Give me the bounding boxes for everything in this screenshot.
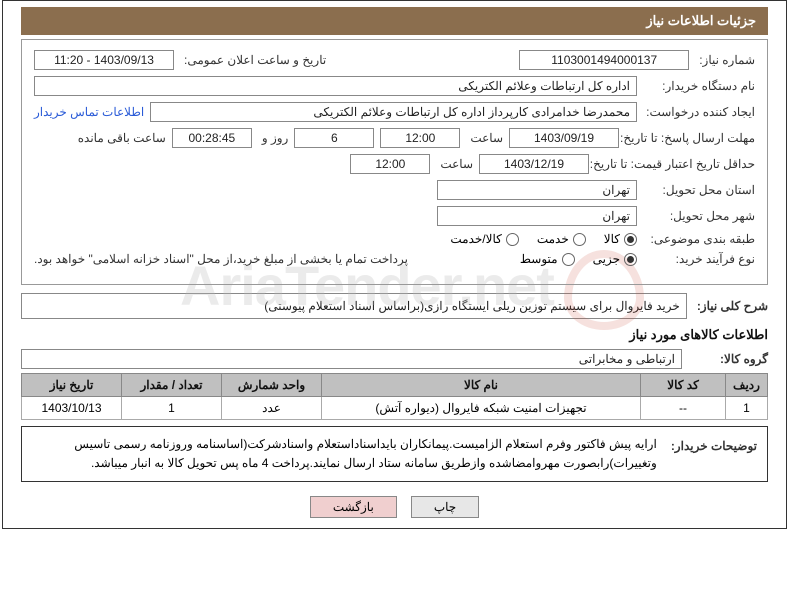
buyer-contact-link[interactable]: اطلاعات تماس خریدار (34, 105, 144, 119)
field-reply-date: 1403/09/19 (509, 128, 619, 148)
button-row: چاپ بازگشت (3, 496, 786, 518)
purchase-note: پرداخت تمام یا بخشی از مبلغ خرید،از محل … (34, 252, 408, 266)
field-need-no: 1103001494000137 (519, 50, 689, 70)
label-requester: ایجاد کننده درخواست: (643, 105, 755, 119)
main-form: شماره نیاز: 1103001494000137 تاریخ و ساع… (21, 39, 768, 285)
label-time-1: ساعت (466, 131, 503, 145)
label-province: استان محل تحویل: (643, 183, 755, 197)
label-reply-deadline: مهلت ارسال پاسخ: تا تاریخ: (625, 131, 755, 145)
field-goods-group: ارتباطی و مخابراتی (21, 349, 682, 369)
field-announce-dt: 1403/09/13 - 11:20 (34, 50, 174, 70)
label-buyer-org: نام دستگاه خریدار: (643, 79, 755, 93)
label-need-no: شماره نیاز: (695, 53, 755, 67)
field-overall-desc: خرید فایروال برای سیستم توزین ریلی ایستگ… (21, 293, 687, 319)
radio-goods[interactable]: کالا (604, 232, 637, 246)
th-name: نام کالا (322, 374, 641, 397)
label-category: طبقه بندی موضوعی: (643, 232, 755, 246)
radio-service[interactable]: خدمت (537, 232, 586, 246)
cell-name: تجهیزات امنیت شبکه فایروال (دیواره آتش) (322, 397, 641, 420)
label-announce-dt: تاریخ و ساعت اعلان عمومی: (180, 53, 326, 67)
label-overall-desc: شرح کلی نیاز: (693, 299, 768, 313)
table-row: 1 -- تجهیزات امنیت شبکه فایروال (دیواره … (22, 397, 768, 420)
field-requester: محمدرضا خدامرادی کارپرداز اداره کل ارتبا… (150, 102, 637, 122)
back-button[interactable]: بازگشت (310, 496, 397, 518)
cell-unit: عدد (222, 397, 322, 420)
field-price-time: 12:00 (350, 154, 430, 174)
panel-header: جزئیات اطلاعات نیاز (21, 7, 768, 35)
th-unit: واحد شمارش (222, 374, 322, 397)
field-price-date: 1403/12/19 (479, 154, 589, 174)
field-reply-time: 12:00 (380, 128, 460, 148)
label-goods-group: گروه کالا: (688, 352, 768, 366)
print-button[interactable]: چاپ (411, 496, 479, 518)
field-days: 6 (294, 128, 374, 148)
radio-partial[interactable]: جزیی (593, 252, 637, 266)
label-purchase-type: نوع فرآیند خرید: (643, 252, 755, 266)
field-countdown: 00:28:45 (172, 128, 252, 148)
goods-table: ردیف کد کالا نام کالا واحد شمارش تعداد /… (21, 373, 768, 420)
buyer-notes-box: توضیحات خریدار: ارایه پیش فاکتور وفرم اس… (21, 426, 768, 482)
label-buyer-notes: توضیحات خریدار: (667, 435, 757, 453)
radio-both[interactable]: کالا/خدمت (450, 232, 518, 246)
field-city: تهران (437, 206, 637, 226)
th-code: کد کالا (641, 374, 726, 397)
cell-need-date: 1403/10/13 (22, 397, 122, 420)
label-price-validity: حداقل تاریخ اعتبار قیمت: تا تاریخ: (595, 157, 755, 171)
label-city: شهر محل تحویل: (643, 209, 755, 223)
label-remaining: ساعت باقی مانده (74, 131, 166, 145)
radio-medium[interactable]: متوسط (520, 252, 575, 266)
field-province: تهران (437, 180, 637, 200)
th-need-date: تاریخ نیاز (22, 374, 122, 397)
cell-code: -- (641, 397, 726, 420)
cell-qty: 1 (122, 397, 222, 420)
category-radios: کالا خدمت کالا/خدمت (450, 232, 637, 246)
purchase-type-radios: جزیی متوسط (520, 252, 637, 266)
field-buyer-org: اداره کل ارتباطات وعلائم الکتریکی (34, 76, 637, 96)
th-row: ردیف (726, 374, 768, 397)
label-days-and: روز و (258, 131, 289, 145)
section-goods-info: اطلاعات کالاهای مورد نیاز (21, 327, 768, 343)
buyer-notes-content: ارایه پیش فاکتور وفرم استعلام الزامیست.پ… (32, 435, 657, 473)
cell-row: 1 (726, 397, 768, 420)
label-time-2: ساعت (436, 157, 473, 171)
panel-title: جزئیات اطلاعات نیاز (646, 13, 756, 28)
th-qty: تعداد / مقدار (122, 374, 222, 397)
